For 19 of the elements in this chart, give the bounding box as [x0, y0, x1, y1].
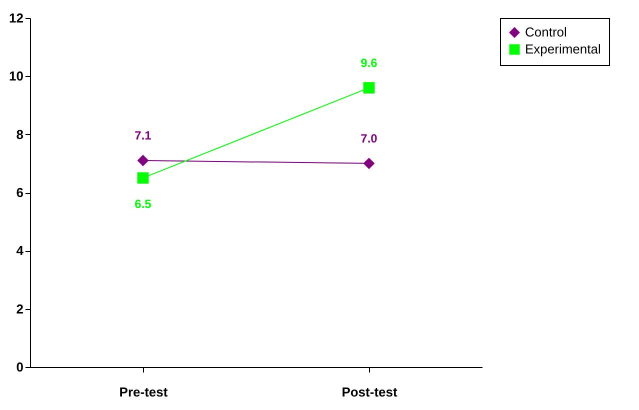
y-tick-label: 10 [9, 68, 24, 84]
point [137, 172, 149, 184]
data-label: 9.6 [360, 56, 378, 70]
y-tick-label: 0 [16, 360, 24, 374]
point [363, 158, 375, 170]
data-label: 7.1 [134, 128, 152, 143]
y-tick-label: 2 [16, 301, 24, 316]
y-tick-label: 6 [16, 185, 24, 200]
x-tick-label: Post-test [342, 384, 398, 400]
y-tick-label: 12 [9, 10, 24, 26]
data-label: 7.0 [360, 131, 378, 146]
legend-label: Control [525, 24, 568, 40]
y-tick-label: 8 [16, 126, 24, 142]
point [363, 82, 375, 94]
legend-label: Experimental [525, 42, 601, 56]
point [137, 154, 149, 166]
x-tick-label: Pre-test [119, 384, 168, 400]
y-tick-label: 4 [16, 243, 24, 258]
data-label: 6.5 [134, 196, 152, 211]
